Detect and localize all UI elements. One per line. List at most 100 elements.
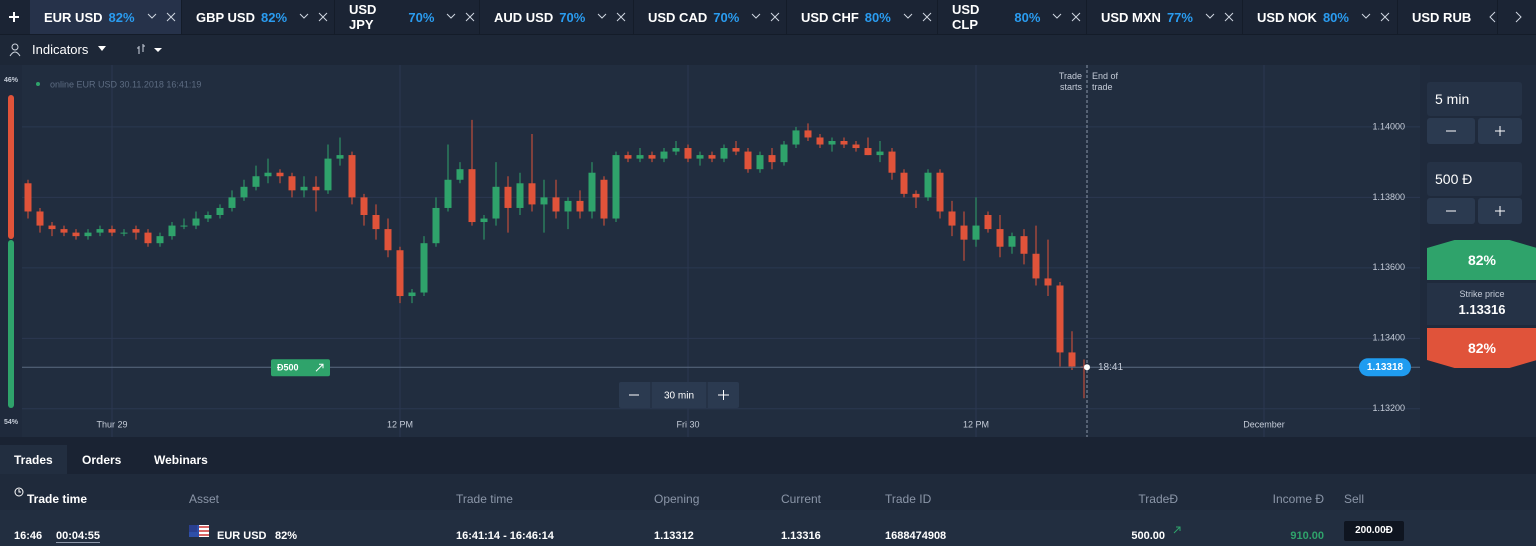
prev[interactable] (1489, 11, 1496, 23)
cell-income: 910.00 (1290, 530, 1324, 542)
chevron (447, 13, 456, 19)
add-tab-icon[interactable] (8, 11, 20, 23)
candle-body (252, 176, 260, 187)
chevron (299, 13, 309, 19)
candle-body (312, 186, 320, 191)
close-icon[interactable] (770, 12, 780, 22)
strike-label: Strike price (1459, 289, 1505, 299)
candle-body (660, 151, 668, 159)
y-tick-label: 1.13800 (1372, 192, 1405, 202)
tab-nav (1489, 11, 1522, 23)
put-button[interactable]: 82% (1427, 328, 1536, 368)
candle-body (1008, 236, 1016, 247)
close-icon[interactable] (166, 12, 175, 22)
column-header: Asset (189, 492, 220, 506)
indicators-button[interactable]: Indicators (32, 42, 89, 57)
candle-body (1032, 253, 1040, 279)
candle-body (816, 137, 824, 145)
asset-tab[interactable]: USD RUB (1398, 0, 1498, 34)
candle-body (1020, 236, 1028, 254)
close-icon[interactable] (1072, 12, 1081, 22)
tab-pair: USD JPY (349, 2, 377, 32)
asset-tab[interactable]: USD NOK 80% (1243, 0, 1398, 34)
column-header: Income Đ (1272, 492, 1324, 506)
chart-type-button[interactable] (136, 42, 164, 56)
asset-tab[interactable]: EUR USD 82% (30, 0, 182, 34)
close-icon[interactable] (922, 12, 932, 22)
time-plus[interactable] (1478, 118, 1522, 144)
candle-body (144, 232, 152, 244)
asset-tab[interactable]: USD MXN 77% (1087, 0, 1243, 34)
candle-body (180, 225, 188, 227)
column-header: Current (781, 492, 822, 506)
next[interactable] (1515, 11, 1522, 23)
tab-icons (147, 12, 175, 22)
caret (98, 46, 106, 51)
call-button[interactable]: 82% (1427, 240, 1536, 280)
candle-body (696, 155, 704, 159)
candle-body (528, 183, 536, 205)
close-icon[interactable] (616, 12, 626, 22)
close-icon[interactable] (466, 12, 475, 22)
candle-body (24, 183, 32, 212)
chevron (147, 13, 156, 19)
candle-body (876, 151, 884, 156)
candle-body (636, 155, 644, 159)
x-tick-label: 12 PM (963, 419, 989, 429)
asset-tab[interactable]: GBP USD 82% (182, 0, 335, 34)
panel-tab[interactable]: Orders (82, 452, 122, 467)
candle-body (708, 155, 716, 159)
close-icon[interactable] (1380, 12, 1390, 22)
tab-payout: 82% (108, 9, 135, 25)
cell-trade: 500.00 (1131, 530, 1165, 542)
chevron (903, 13, 913, 19)
asset-tab[interactable]: USD JPY 70% (335, 0, 480, 34)
chevron (597, 13, 607, 19)
candle-body (96, 229, 104, 233)
close-icon[interactable] (318, 12, 328, 22)
amount-input[interactable]: 500 Đ (1427, 162, 1522, 196)
candle-body (552, 197, 560, 212)
candle-body (564, 200, 572, 212)
candle-body (228, 197, 236, 208)
asset-tab[interactable]: USD CLP 80% (938, 0, 1087, 34)
candle-body (768, 155, 776, 163)
tab-pair: USD MXN (1101, 9, 1161, 25)
candle-body (324, 158, 332, 191)
candle-body (852, 144, 860, 149)
asset-tab[interactable]: AUD USD 70% (480, 0, 634, 34)
panel-tab[interactable]: Webinars (154, 452, 208, 467)
cell-asset: EUR USD (217, 530, 267, 542)
strike-value: 1.13316 (1458, 302, 1506, 317)
candle-body (420, 243, 428, 293)
tab-payout: 80% (1322, 9, 1349, 25)
x-tick-label: Thur 29 (96, 419, 127, 429)
tab-payout: 70% (408, 9, 435, 25)
panel-tab[interactable]: Trades (0, 445, 67, 474)
cell-trade-id: 1688474908 (885, 530, 947, 542)
candle-body (792, 130, 800, 145)
candle-body (780, 144, 788, 163)
zoom-control[interactable] (619, 382, 739, 408)
asset-tab[interactable]: USD CHF 80% (787, 0, 938, 34)
chevron (1361, 13, 1371, 19)
tab-icons (1053, 12, 1081, 22)
candle-body (504, 186, 512, 208)
zoom-in[interactable] (718, 390, 729, 400)
cell-current: 1.13316 (781, 530, 821, 542)
sell-button[interactable]: 200.00Đ (1344, 521, 1404, 541)
amount-plus[interactable] (1478, 198, 1522, 224)
asset-tab[interactable]: USD CAD 70% (634, 0, 787, 34)
entry-time: 18:41 (1098, 362, 1123, 373)
chevron (751, 13, 761, 19)
time-minus[interactable] (1427, 118, 1475, 144)
amount-minus[interactable] (1427, 198, 1475, 224)
candle-body (864, 148, 872, 156)
column-header: Trade time (27, 492, 88, 506)
time-input[interactable]: 5 min (1427, 82, 1522, 116)
candle-body (348, 155, 356, 198)
chart-subtitle: online EUR USD 30.11.2018 16:41:19 (50, 79, 201, 89)
close-icon[interactable] (1224, 12, 1234, 22)
plot-bg (22, 65, 1420, 437)
clock-icon (14, 487, 24, 497)
